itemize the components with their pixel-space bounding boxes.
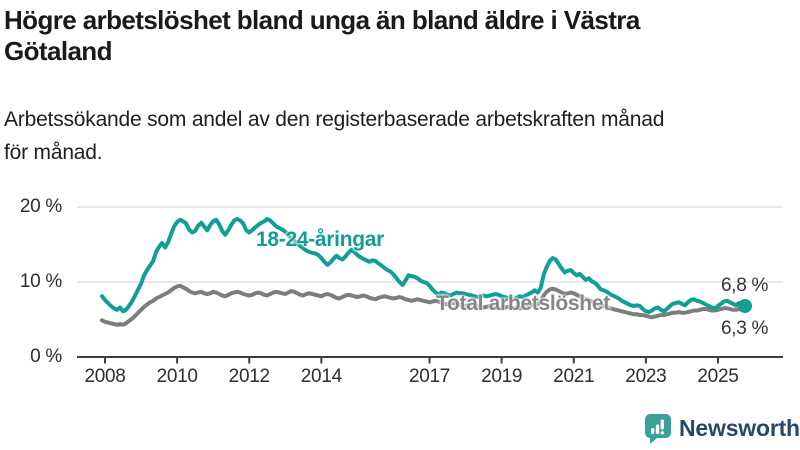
series-end-dot xyxy=(738,299,752,313)
series-line-total xyxy=(100,283,747,327)
newsworthy-wordmark: Newsworthy xyxy=(679,415,800,441)
x-axis-tick-label: 2023 xyxy=(625,366,667,387)
title-line-1: Högre arbetslöshet bland unga än bland ä… xyxy=(4,5,640,35)
subtitle-line-2: för månad. xyxy=(4,141,103,164)
end-value-youth: 6,8 % xyxy=(721,275,769,296)
y-axis-tick-label: 10 % xyxy=(19,271,62,292)
title-line-2: Götaland xyxy=(4,36,112,66)
x-axis-tick-label: 2010 xyxy=(156,366,198,387)
subtitle-line-1: Arbetssökande som andel av den registerb… xyxy=(4,108,665,131)
x-axis-tick-label: 2025 xyxy=(697,366,739,387)
y-axis-tick-label: 0 % xyxy=(30,346,62,367)
series-label-youth: 18-24-åringar xyxy=(256,228,384,251)
x-axis-tick-label: 2008 xyxy=(84,366,126,387)
newsworthy-logo: Newsworthy xyxy=(644,413,800,444)
page-title: Högre arbetslöshet bland unga än bland ä… xyxy=(4,5,796,67)
x-axis-tick-label: 2019 xyxy=(481,366,523,387)
end-value-total: 6,3 % xyxy=(721,318,769,339)
y-axis-tick-label: 20 % xyxy=(19,196,62,217)
x-axis-tick-label: 2014 xyxy=(300,366,342,387)
series-line-youth xyxy=(100,217,747,314)
newsworthy-chart-bubble-icon xyxy=(645,414,671,444)
x-axis-tick-label: 2017 xyxy=(408,366,451,387)
series-label-total: Total arbetslöshet xyxy=(436,292,610,315)
chart-subtitle: Arbetssökande som andel av den registerb… xyxy=(4,103,796,169)
x-axis-tick-label: 2012 xyxy=(228,366,270,387)
x-axis-tick-label: 2021 xyxy=(553,366,595,387)
